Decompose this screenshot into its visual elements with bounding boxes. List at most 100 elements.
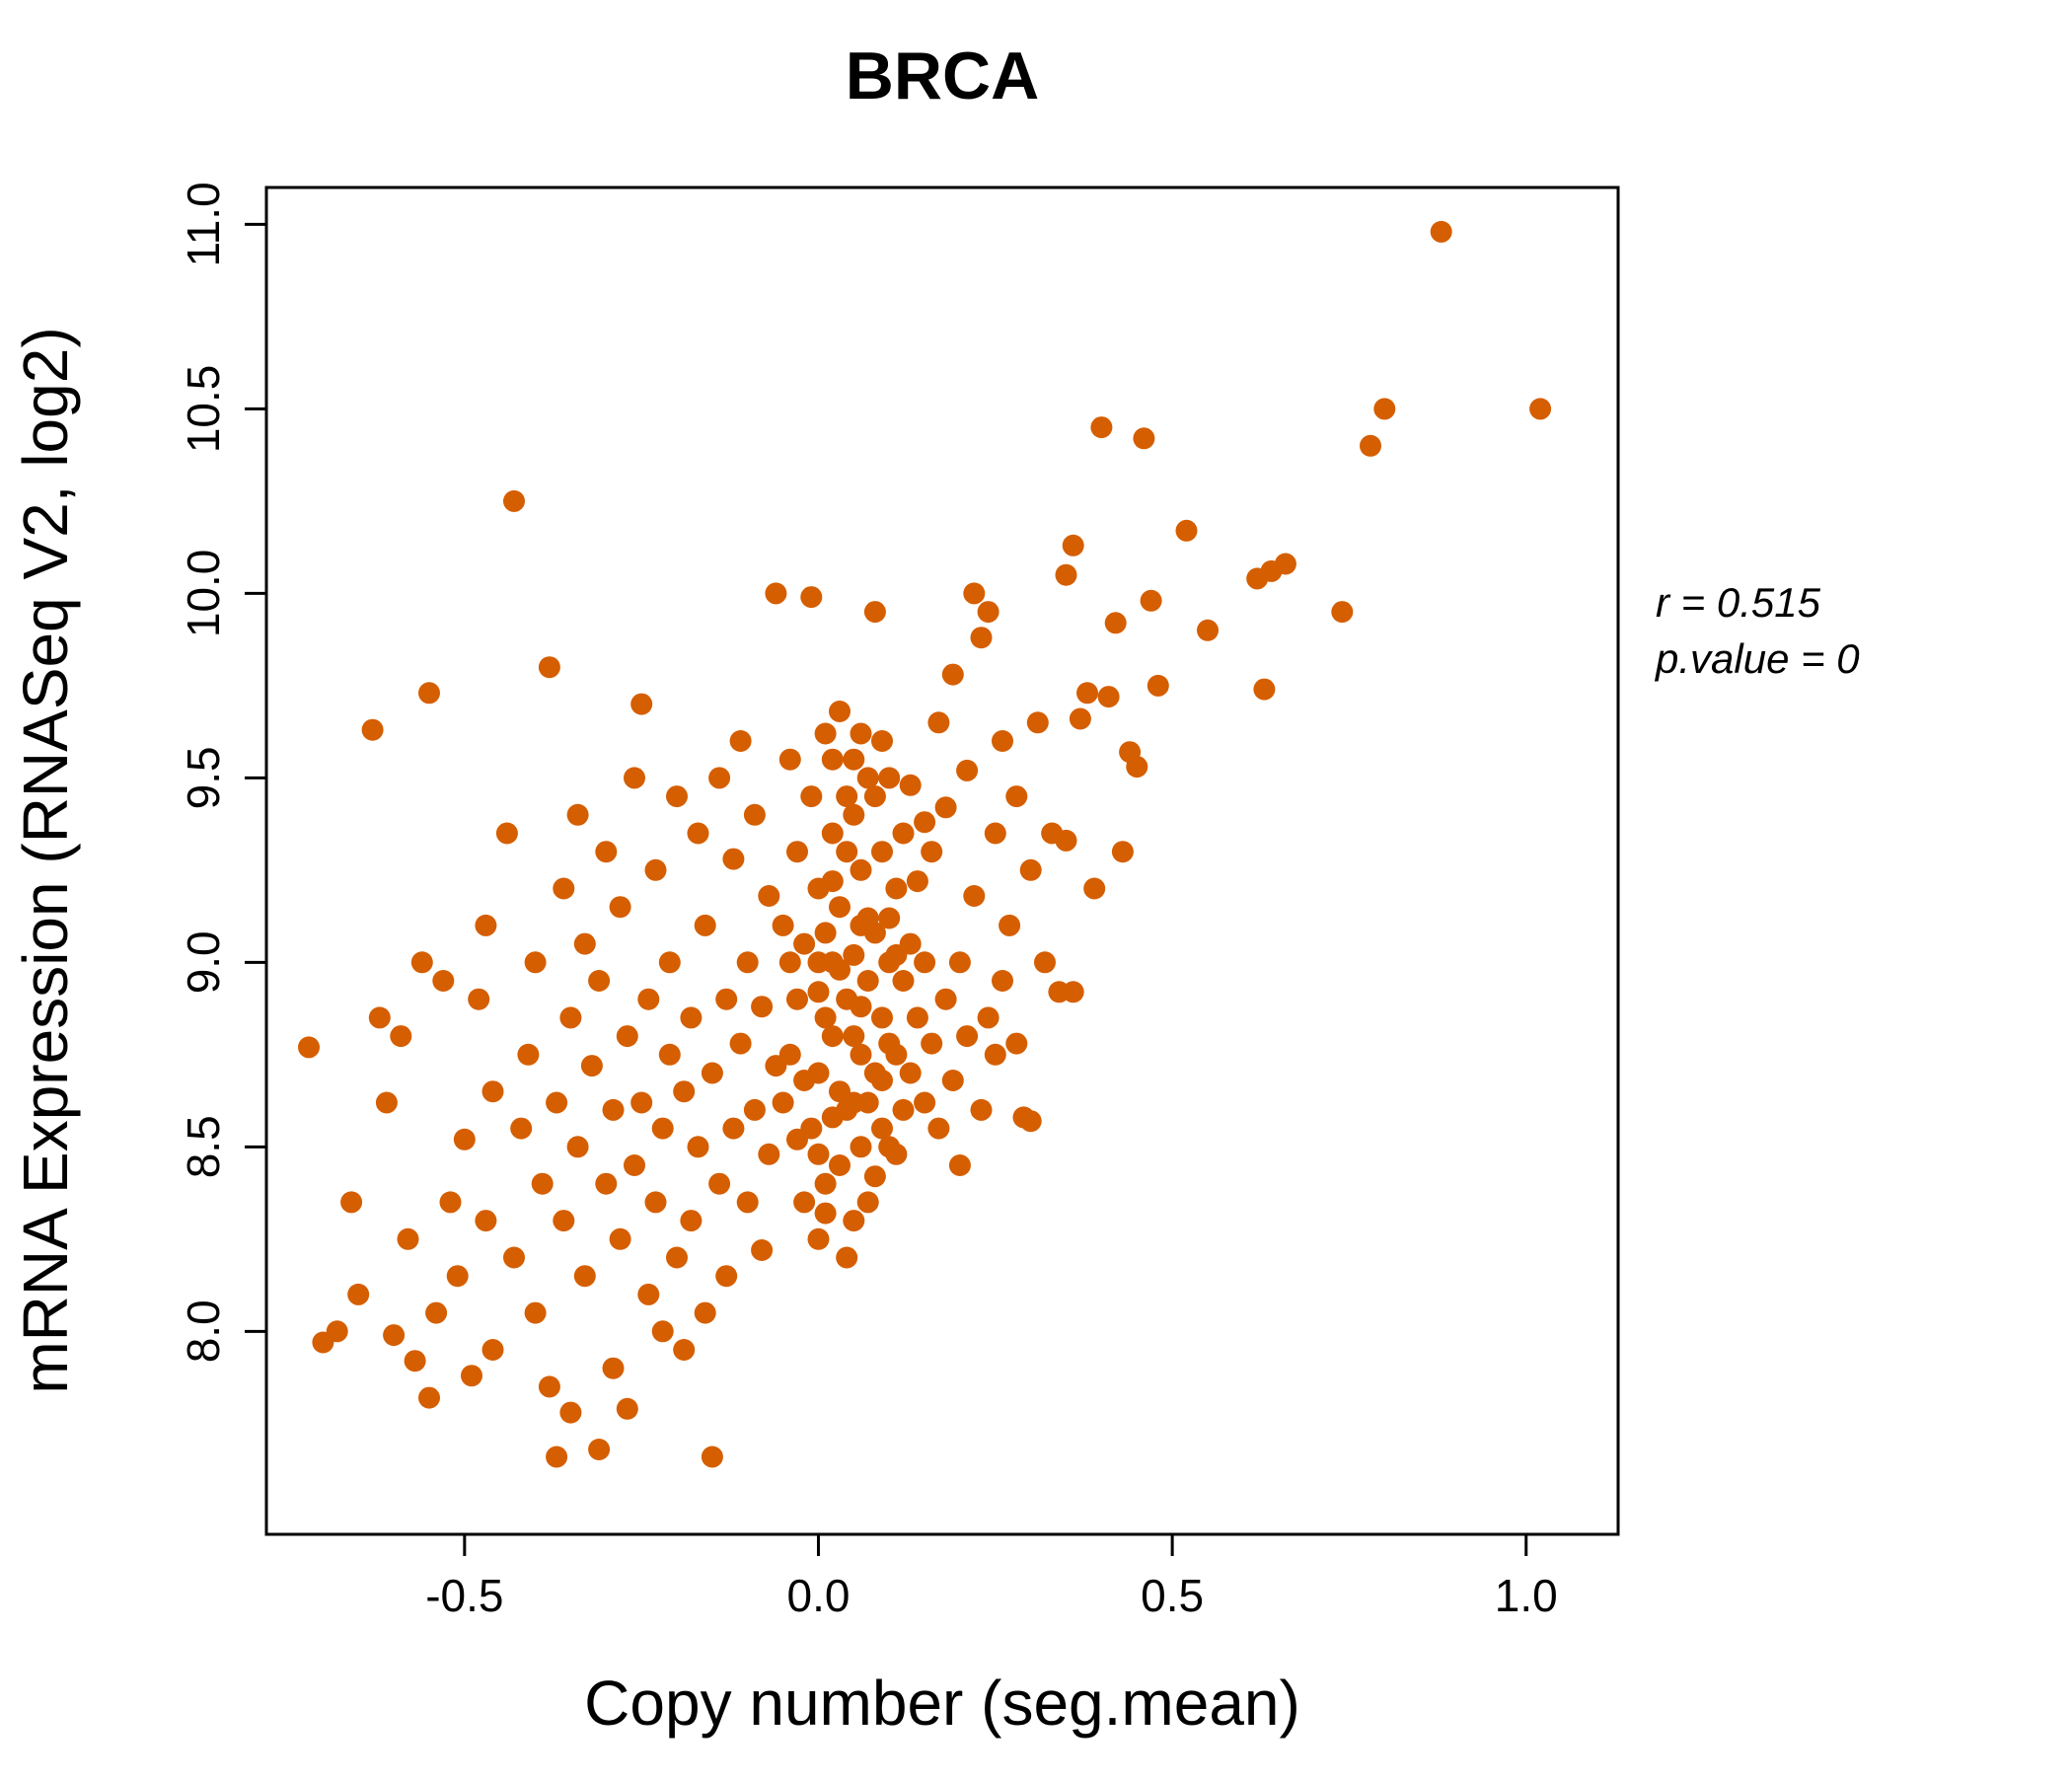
data-point bbox=[1069, 707, 1091, 730]
data-point bbox=[1097, 686, 1120, 708]
data-point bbox=[850, 1136, 872, 1158]
data-point bbox=[778, 748, 801, 771]
y-tick-label: 10.5 bbox=[178, 365, 229, 454]
data-point bbox=[1274, 553, 1296, 575]
data-point bbox=[772, 914, 794, 936]
data-point bbox=[863, 785, 886, 808]
data-point bbox=[553, 877, 575, 900]
data-point bbox=[736, 1191, 759, 1214]
data-point bbox=[843, 803, 865, 826]
data-point bbox=[821, 822, 844, 845]
data-point bbox=[934, 988, 957, 1010]
data-point bbox=[588, 970, 611, 992]
data-point bbox=[475, 1210, 497, 1232]
data-point bbox=[729, 1032, 752, 1055]
data-point bbox=[1083, 877, 1106, 900]
data-point bbox=[934, 796, 957, 819]
data-point bbox=[503, 489, 525, 512]
data-point bbox=[941, 663, 964, 686]
data-point bbox=[843, 1210, 865, 1232]
data-point bbox=[927, 1117, 950, 1140]
data-point bbox=[963, 582, 986, 605]
data-point bbox=[751, 996, 774, 1018]
data-point bbox=[751, 1239, 774, 1261]
data-point bbox=[927, 711, 950, 734]
data-point bbox=[821, 870, 844, 893]
data-point bbox=[807, 1143, 830, 1165]
data-point bbox=[637, 988, 660, 1010]
data-point bbox=[850, 722, 872, 745]
data-point bbox=[461, 1365, 482, 1387]
data-point bbox=[375, 1091, 398, 1114]
x-tick-label: 0.0 bbox=[786, 1570, 850, 1621]
data-point bbox=[546, 1091, 568, 1114]
y-tick-label: 11.0 bbox=[178, 182, 229, 266]
data-point bbox=[588, 1439, 611, 1460]
data-point bbox=[863, 1165, 886, 1188]
data-point bbox=[630, 1091, 653, 1114]
data-point bbox=[666, 1246, 688, 1269]
data-point bbox=[1062, 981, 1084, 1003]
data-point bbox=[687, 1136, 709, 1158]
data-point bbox=[885, 1143, 908, 1165]
data-point bbox=[666, 785, 688, 808]
data-point bbox=[1430, 220, 1452, 243]
data-point bbox=[758, 885, 780, 907]
data-point bbox=[1104, 612, 1127, 634]
data-point bbox=[821, 1025, 844, 1048]
data-point bbox=[418, 682, 440, 705]
data-point bbox=[906, 870, 928, 893]
data-point bbox=[1005, 1032, 1028, 1055]
data-point bbox=[778, 951, 801, 974]
data-point bbox=[481, 1080, 504, 1103]
data-point bbox=[651, 1117, 674, 1140]
data-point bbox=[836, 785, 858, 808]
data-point bbox=[595, 1172, 618, 1195]
y-tick-label: 8.0 bbox=[178, 1299, 229, 1363]
data-point bbox=[850, 996, 872, 1018]
data-point bbox=[899, 1062, 922, 1084]
data-point bbox=[786, 1128, 808, 1150]
data-point bbox=[956, 1025, 979, 1048]
y-axis: 8.0 8.5 9.0 9.5 10.0 10.5 11.0 bbox=[178, 182, 266, 1363]
data-point bbox=[1373, 398, 1396, 420]
data-point bbox=[829, 896, 851, 919]
data-point bbox=[383, 1324, 406, 1347]
data-point bbox=[573, 1265, 596, 1288]
data-point bbox=[432, 970, 455, 992]
data-point bbox=[524, 1301, 547, 1324]
data-point bbox=[1197, 619, 1219, 641]
data-point bbox=[404, 1350, 426, 1373]
plot-box bbox=[264, 186, 1620, 1536]
data-point bbox=[856, 970, 879, 992]
data-point bbox=[892, 970, 915, 992]
data-point bbox=[871, 1117, 893, 1140]
data-point bbox=[999, 914, 1021, 936]
data-point bbox=[1126, 756, 1148, 779]
data-point bbox=[1019, 858, 1042, 881]
data-point bbox=[921, 841, 943, 863]
data-point bbox=[814, 722, 837, 745]
data-point bbox=[992, 970, 1013, 992]
x-tick-label: 0.5 bbox=[1141, 1570, 1204, 1621]
data-point bbox=[559, 1006, 582, 1029]
data-point bbox=[495, 822, 518, 845]
data-point bbox=[616, 1397, 638, 1420]
annotation-r: r = 0.515 bbox=[1656, 579, 1821, 626]
data-point bbox=[843, 1091, 865, 1114]
data-point bbox=[1034, 951, 1056, 974]
x-axis: -0.5 0.0 0.5 1.0 bbox=[425, 1534, 1558, 1621]
data-point bbox=[708, 1172, 731, 1195]
data-point bbox=[503, 1246, 525, 1269]
data-point bbox=[368, 1006, 391, 1029]
data-point bbox=[906, 1006, 928, 1029]
data-point bbox=[553, 1210, 575, 1232]
data-point bbox=[524, 951, 547, 974]
data-point bbox=[836, 841, 858, 863]
data-point bbox=[602, 1098, 625, 1121]
data-point bbox=[871, 841, 893, 863]
data-point bbox=[658, 1043, 681, 1066]
data-point bbox=[390, 1025, 412, 1048]
data-point bbox=[899, 774, 922, 796]
data-point bbox=[821, 748, 844, 771]
